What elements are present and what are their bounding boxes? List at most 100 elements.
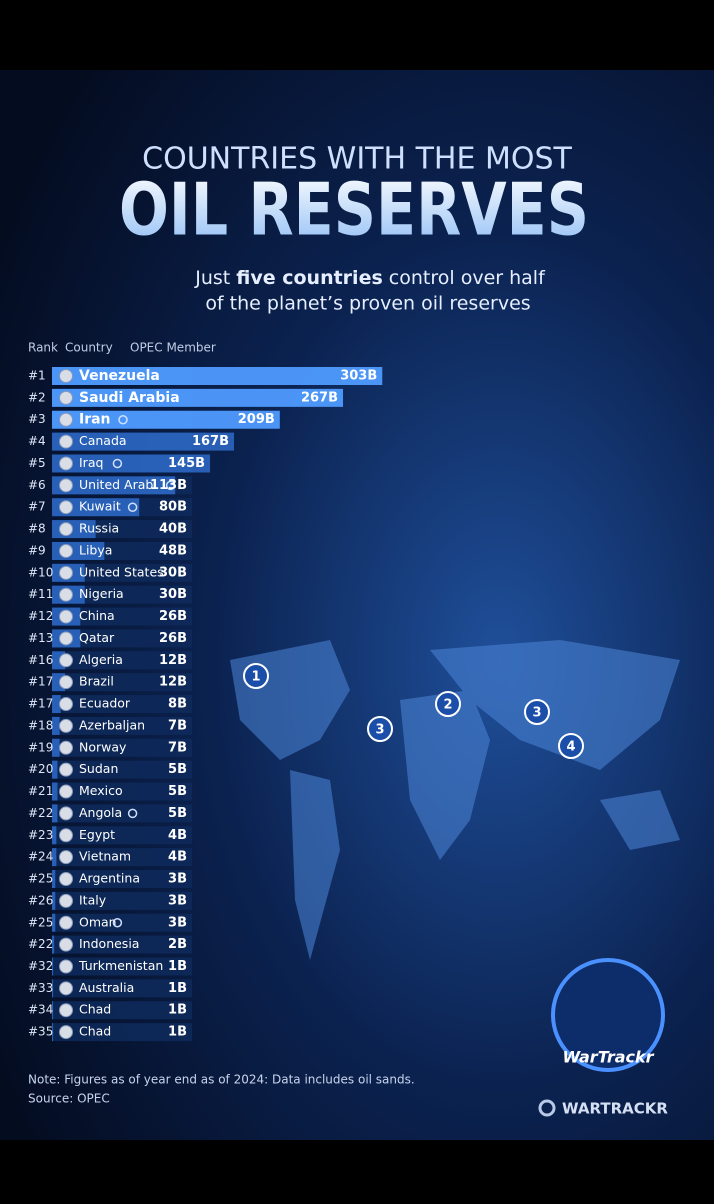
country: Norway <box>79 739 127 754</box>
bar <box>52 1023 54 1042</box>
value-label: 3B <box>168 872 187 887</box>
opec-icon <box>112 918 123 928</box>
flag <box>59 500 73 515</box>
map-marker <box>435 691 461 717</box>
value-label: 26B <box>159 631 187 646</box>
country: Saudi Arabia <box>79 390 180 406</box>
opec-icon <box>118 414 128 425</box>
logo-badge <box>551 958 665 1072</box>
map-marker-label: 3 <box>375 723 384 738</box>
map-marker-label: 4 <box>566 740 575 755</box>
bar <box>52 476 176 495</box>
bar <box>52 826 57 845</box>
row-strip <box>52 826 192 845</box>
flag <box>59 631 73 646</box>
map-marker <box>243 663 269 689</box>
value-label: 209B <box>238 412 275 427</box>
bar <box>52 913 56 932</box>
rank: #8 <box>28 522 46 536</box>
value-label: 7B <box>168 718 187 733</box>
column-header: OPEC Member <box>130 341 216 355</box>
country: Turkmenistan <box>78 958 163 973</box>
country: Nigeria <box>79 586 124 601</box>
country: Australia <box>79 980 134 995</box>
row-strip <box>52 1001 192 1020</box>
brand-icon <box>538 1099 556 1117</box>
country: Azerbaljan <box>79 717 145 732</box>
rank: #35 <box>28 1025 53 1039</box>
bar <box>52 804 58 823</box>
rank: #20 <box>28 762 53 776</box>
value-label: 5B <box>168 784 187 799</box>
flag <box>59 872 73 887</box>
flag <box>59 806 73 821</box>
rank: #23 <box>28 828 53 842</box>
value-label: 167B <box>192 434 229 449</box>
rank: #10 <box>28 565 53 579</box>
rank: #32 <box>28 959 53 973</box>
country: Qatar <box>79 630 115 645</box>
rank: #9 <box>28 543 46 557</box>
column-header: Rank <box>28 341 58 355</box>
country: Angola <box>79 805 122 820</box>
bar <box>52 848 57 867</box>
country: Oman <box>79 914 117 929</box>
rank: #21 <box>28 784 53 798</box>
row-strip <box>52 673 192 692</box>
row-strip <box>52 891 192 910</box>
value-label: 30B <box>159 565 187 580</box>
flag <box>59 522 73 537</box>
flag <box>59 412 73 427</box>
rank: #16 <box>28 653 53 667</box>
opec-icon <box>127 808 138 819</box>
country: Indonesia <box>79 936 139 951</box>
value-label: 303B <box>340 369 377 384</box>
map-marker <box>558 733 584 759</box>
brand: WARTRACKR <box>562 1100 668 1118</box>
flag <box>59 740 73 755</box>
row-strip <box>52 716 192 735</box>
rank: #26 <box>28 893 53 907</box>
country: Italy <box>79 892 107 907</box>
country: Canada <box>79 433 127 448</box>
rank: #19 <box>28 740 53 754</box>
bar <box>52 498 140 517</box>
map-marker <box>524 699 550 725</box>
flag <box>59 609 73 624</box>
row-strip <box>52 848 192 867</box>
rank: #7 <box>28 500 46 514</box>
value-label: 113B <box>150 478 187 493</box>
row-strip <box>52 695 192 714</box>
flag <box>59 915 73 930</box>
value-label: 1B <box>168 959 187 974</box>
row-strip <box>52 760 192 779</box>
rank: #12 <box>28 609 53 623</box>
country: Argentina <box>79 871 140 886</box>
row-strip <box>52 629 192 648</box>
flag <box>59 653 73 668</box>
rank: #3 <box>28 412 46 426</box>
row-strip <box>52 607 192 626</box>
country: United States <box>79 564 164 579</box>
country: Sudan <box>79 761 118 776</box>
flag <box>59 1025 73 1040</box>
value-label: 1B <box>168 981 187 996</box>
bar <box>52 891 56 910</box>
flag <box>59 959 73 974</box>
row-strip <box>52 563 192 582</box>
rank: #34 <box>28 1003 53 1017</box>
bar <box>52 432 235 451</box>
flag <box>59 718 73 733</box>
bar <box>52 367 383 385</box>
row-strip <box>52 738 192 757</box>
map-marker-label: 1 <box>251 670 260 685</box>
bar <box>52 388 344 407</box>
value-label: 80B <box>159 500 187 515</box>
row-strip <box>52 957 192 976</box>
value-label: 26B <box>159 609 187 624</box>
value-label: 1B <box>168 1003 187 1018</box>
country: Iran <box>79 412 111 428</box>
row-strip <box>52 782 192 801</box>
bar <box>52 935 55 954</box>
note: Note: Figures as of year end as of 2024:… <box>28 1073 415 1087</box>
